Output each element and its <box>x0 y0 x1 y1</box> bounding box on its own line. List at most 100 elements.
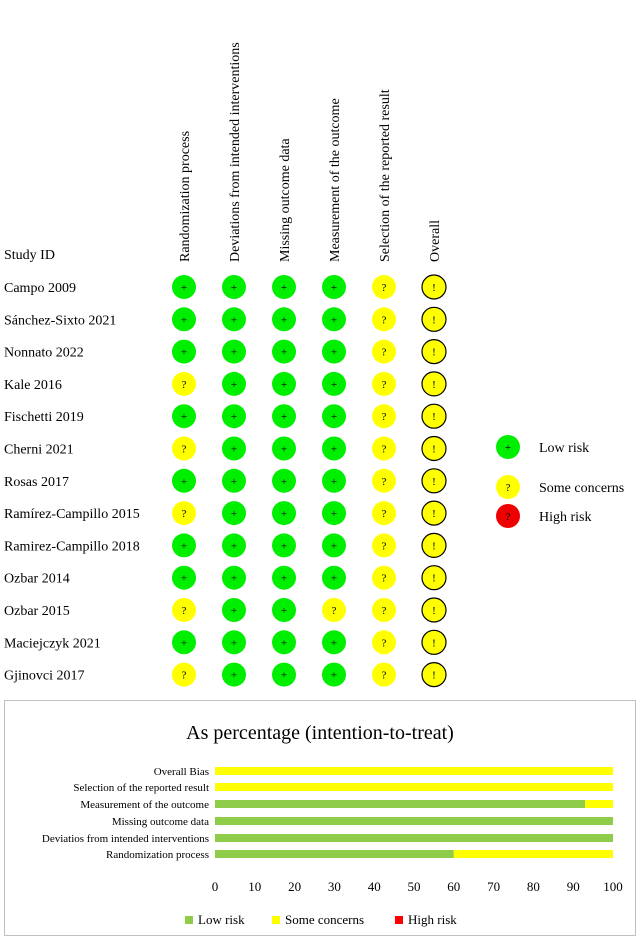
x-tick-label: 20 <box>288 879 301 894</box>
legend-symbol: + <box>505 442 511 454</box>
category-label: Overall Bias <box>154 766 209 778</box>
judgement-symbol: ? <box>332 605 337 617</box>
judgement-symbol: ? <box>382 508 387 520</box>
judgement-circle <box>372 662 396 687</box>
judgement-circle <box>372 404 396 429</box>
judgement-circle <box>172 501 196 526</box>
study-label: Ramirez-Campillo 2018 <box>4 539 140 554</box>
judgement-symbol: + <box>231 605 237 617</box>
study-label: Ozbar 2015 <box>4 604 70 619</box>
judgement-symbol: + <box>231 314 237 326</box>
judgement-circle <box>272 468 296 493</box>
judgement-circle <box>222 662 246 687</box>
judgement-symbol: + <box>331 444 337 456</box>
judgement-circle <box>172 630 196 655</box>
judgement-symbol: + <box>231 573 237 585</box>
judgement-circle <box>322 662 346 687</box>
judgement-circle <box>322 630 346 655</box>
judgement-symbol: ? <box>382 314 387 326</box>
overall-judgement-circle <box>421 661 447 688</box>
judgement-circle <box>322 598 346 622</box>
judgement-symbol: + <box>231 670 237 682</box>
judgement-symbol: ? <box>182 379 187 391</box>
judgement-circle <box>222 404 246 429</box>
legend-swatch <box>272 916 280 924</box>
summary-chart-panel: As percentage (intention-to-treat) Overal… <box>4 700 636 936</box>
judgement-symbol: ? <box>182 508 187 520</box>
judgement-circle <box>272 501 296 526</box>
study-label: Nonnato 2022 <box>4 346 84 361</box>
judgement-circle <box>222 630 246 655</box>
judgement-symbol: + <box>231 540 237 552</box>
overall-judgement-circle <box>421 597 447 623</box>
bar-segment <box>215 850 454 858</box>
judgement-symbol: + <box>331 347 337 359</box>
judgement-symbol: ! <box>432 347 436 359</box>
judgement-circle <box>172 533 196 558</box>
judgement-symbol: + <box>281 379 287 391</box>
category-label: Deviatios from intended interventions <box>42 833 209 845</box>
judgement-symbol: ! <box>432 605 436 617</box>
judgement-symbol: ! <box>432 508 436 520</box>
x-tick-label: 30 <box>328 879 341 894</box>
judgement-symbol: ! <box>432 411 436 423</box>
overall-judgement-circle <box>421 274 447 300</box>
judgement-symbol: + <box>181 411 187 423</box>
judgement-symbol: + <box>231 508 237 520</box>
judgement-circle <box>222 598 246 622</box>
judgement-circle <box>172 565 196 590</box>
legend-label: High risk <box>539 510 592 525</box>
judgement-circle <box>272 404 296 429</box>
judgement-symbol: ! <box>432 379 436 391</box>
study-label: Rosas 2017 <box>4 475 69 490</box>
judgement-circle <box>172 371 196 396</box>
column-header: Missing outcome data <box>278 138 293 262</box>
judgement-symbol: + <box>281 540 287 552</box>
study-label: Maciejczyk 2021 <box>4 636 101 651</box>
judgement-circle <box>172 307 196 332</box>
overall-judgement-circle <box>421 500 447 526</box>
column-header: Measurement of the outcome <box>328 98 343 262</box>
overall-judgement-circle <box>421 371 447 397</box>
legend-swatch <box>395 916 403 924</box>
judgement-symbol: + <box>231 444 237 456</box>
category-label: Measurement of the outcome <box>80 799 209 811</box>
judgement-circle <box>272 275 296 299</box>
judgement-circle <box>272 371 296 396</box>
judgement-symbol: + <box>231 347 237 359</box>
judgement-symbol: + <box>331 540 337 552</box>
judgement-circle <box>372 630 396 655</box>
judgement-circle <box>222 533 246 558</box>
judgement-symbol: + <box>231 379 237 391</box>
judgement-circle <box>222 501 246 526</box>
judgement-circle <box>372 307 396 332</box>
judgement-symbol: ? <box>382 540 387 552</box>
legend-label: High risk <box>408 912 457 927</box>
judgement-symbol: ? <box>382 347 387 359</box>
judgement-circle <box>322 565 346 590</box>
judgement-symbol: + <box>231 476 237 488</box>
x-tick-label: 90 <box>567 879 580 894</box>
judgement-circle <box>272 630 296 655</box>
judgement-symbol: ? <box>382 637 387 649</box>
judgement-symbol: ? <box>382 573 387 585</box>
judgement-symbol: + <box>331 314 337 326</box>
judgement-circle <box>322 436 346 461</box>
judgement-circle <box>272 339 296 364</box>
judgement-circle <box>222 468 246 493</box>
row-header: Study ID <box>4 248 55 263</box>
study-label: Fischetti 2019 <box>4 410 84 425</box>
judgement-symbol: + <box>281 347 287 359</box>
judgement-symbol: ? <box>182 605 187 617</box>
judgement-symbol: + <box>181 637 187 649</box>
judgement-circle <box>272 598 296 622</box>
column-header: Overall <box>428 220 443 262</box>
judgement-circle <box>222 565 246 590</box>
judgement-symbol: + <box>281 670 287 682</box>
judgement-symbol: + <box>281 282 287 294</box>
judgement-circle <box>172 404 196 429</box>
judgement-symbol: + <box>331 508 337 520</box>
judgement-symbol: + <box>331 476 337 488</box>
judgement-symbol: + <box>281 476 287 488</box>
judgement-circle <box>172 468 196 493</box>
